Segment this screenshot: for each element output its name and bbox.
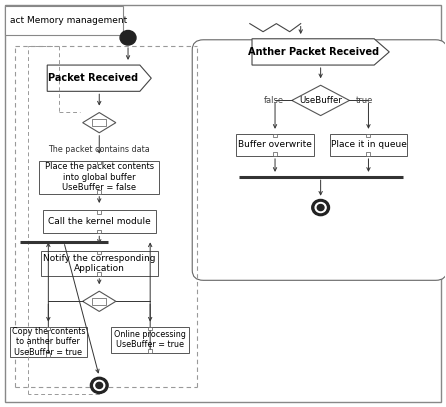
Polygon shape xyxy=(83,113,116,133)
FancyBboxPatch shape xyxy=(5,6,123,35)
FancyBboxPatch shape xyxy=(40,161,159,194)
Text: UseBuffer: UseBuffer xyxy=(299,96,342,105)
Bar xyxy=(97,190,101,194)
Bar xyxy=(97,251,101,254)
Bar xyxy=(97,230,101,233)
Text: true: true xyxy=(356,96,374,105)
Text: Place the packet contents
into global buffer
UseBuffer = false: Place the packet contents into global bu… xyxy=(45,162,154,192)
Circle shape xyxy=(315,203,326,212)
FancyBboxPatch shape xyxy=(5,4,441,403)
Text: Call the kernel module: Call the kernel module xyxy=(48,217,151,226)
FancyBboxPatch shape xyxy=(192,40,446,280)
Text: act Memory management: act Memory management xyxy=(10,16,127,25)
Bar xyxy=(97,161,101,164)
Text: Place it in queue: Place it in queue xyxy=(330,140,406,149)
Bar xyxy=(97,272,101,276)
Bar xyxy=(273,134,277,138)
Bar xyxy=(92,119,106,126)
Circle shape xyxy=(120,31,136,45)
Text: Notify the corresponding
Application: Notify the corresponding Application xyxy=(43,254,156,273)
Text: The packet contains data: The packet contains data xyxy=(48,145,150,154)
Text: Packet Received: Packet Received xyxy=(49,73,139,83)
Bar xyxy=(148,326,152,330)
Bar xyxy=(367,152,371,156)
Bar xyxy=(148,349,152,353)
Circle shape xyxy=(91,377,108,394)
FancyBboxPatch shape xyxy=(330,134,407,156)
Bar xyxy=(367,134,371,138)
Polygon shape xyxy=(292,85,349,116)
Polygon shape xyxy=(83,291,116,311)
FancyBboxPatch shape xyxy=(112,326,189,353)
FancyBboxPatch shape xyxy=(10,326,87,357)
Text: Copy the contents
to anther buffer
UseBuffer = true: Copy the contents to anther buffer UseBu… xyxy=(12,327,85,357)
Polygon shape xyxy=(252,39,389,65)
Bar xyxy=(92,298,106,304)
FancyBboxPatch shape xyxy=(41,251,158,276)
Text: Anther Packet Received: Anther Packet Received xyxy=(248,47,379,57)
Polygon shape xyxy=(47,65,151,91)
Circle shape xyxy=(94,381,105,390)
Text: Online processing
UseBuffer = true: Online processing UseBuffer = true xyxy=(114,330,186,350)
Text: Buffer overwrite: Buffer overwrite xyxy=(238,140,312,149)
Circle shape xyxy=(317,204,324,210)
FancyBboxPatch shape xyxy=(43,210,156,233)
FancyBboxPatch shape xyxy=(236,134,314,156)
Circle shape xyxy=(96,382,103,388)
Circle shape xyxy=(312,199,330,216)
Bar xyxy=(273,152,277,156)
Text: false: false xyxy=(264,96,284,105)
Bar xyxy=(46,326,50,330)
Bar xyxy=(97,210,101,214)
Bar xyxy=(46,353,50,357)
